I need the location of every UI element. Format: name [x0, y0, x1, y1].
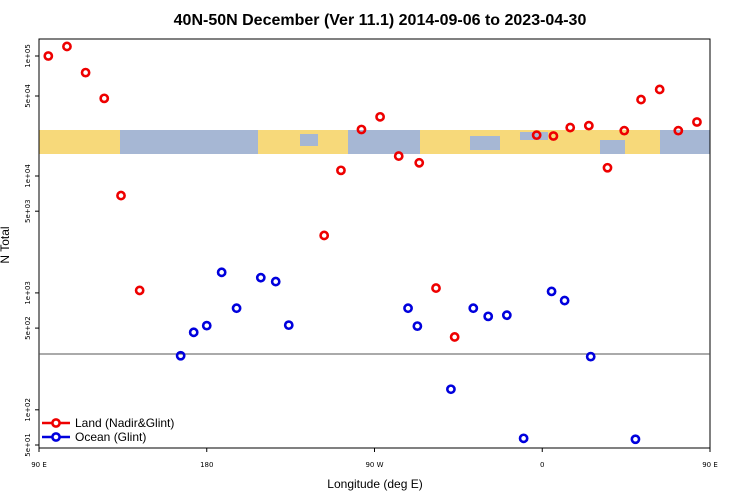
ocean-point-11 — [468, 303, 479, 314]
y-tick-label-6: 5e+04 — [24, 84, 32, 108]
y-tick-label-3: 1e+03 — [24, 281, 32, 305]
legend-label-0: Land (Nadir&Glint) — [75, 416, 174, 430]
ocean-point-10 — [446, 384, 456, 395]
land-point-4 — [116, 190, 126, 201]
ocean-point-0 — [175, 350, 186, 361]
y-tick-label-4: 5e+03 — [24, 199, 32, 223]
plot-frame — [38, 38, 711, 449]
ocean-point-17 — [585, 351, 596, 362]
land-point-19 — [619, 125, 630, 136]
ocean-point-15 — [546, 286, 557, 297]
y-tick-label-7: 1e+05 — [24, 44, 32, 68]
map-ocean-inlet-0 — [300, 134, 318, 146]
ocean-point-12 — [483, 311, 494, 322]
land-point-15 — [548, 131, 559, 141]
legend-marker-0 — [51, 418, 61, 428]
ocean-point-18 — [630, 434, 641, 445]
ocean-point-3 — [216, 267, 227, 278]
land-point-0 — [43, 51, 54, 61]
land-point-3 — [99, 93, 110, 104]
land-point-8 — [356, 124, 367, 135]
land-point-11 — [414, 157, 425, 168]
y-tick-label-5: 1e+04 — [24, 164, 32, 188]
land-point-1 — [62, 41, 72, 52]
land-point-23 — [692, 117, 702, 127]
map-ocean-inlet-1 — [470, 136, 500, 150]
ocean-point-14 — [518, 433, 529, 444]
y-tick-label-1: 1e+02 — [24, 398, 32, 422]
ocean-point-1 — [188, 327, 199, 338]
land-point-12 — [431, 283, 441, 293]
y-axis: 5e+01 1e+02 5e+02 1e+03 5e+03 1e+04 5e+04 1e+05 — [24, 44, 39, 457]
y-tick-label-2: 5e+02 — [24, 316, 32, 340]
ocean-point-5 — [255, 272, 266, 283]
ocean-point-13 — [501, 310, 512, 321]
legend-label-1: Ocean (Glint) — [75, 430, 146, 444]
legend: Land (Nadir&Glint)Ocean (Glint) — [42, 416, 174, 444]
y-tick-label-0: 5e+01 — [24, 433, 32, 457]
x-axis-label: Longitude (deg E) — [327, 477, 422, 491]
x-tick-label-4: 90 E — [702, 461, 718, 469]
data-points — [43, 41, 702, 445]
land-point-18 — [602, 162, 613, 173]
ocean-point-7 — [283, 320, 294, 331]
land-point-9 — [375, 111, 385, 122]
land-point-16 — [565, 122, 576, 133]
land-point-22 — [673, 125, 684, 136]
map-land-0 — [39, 130, 120, 154]
land-point-14 — [531, 130, 542, 141]
ocean-point-2 — [201, 320, 212, 331]
x-tick-label-3: 0 — [540, 461, 544, 469]
x-tick-label-1: 180 — [200, 461, 213, 469]
x-tick-label-2: 90 W — [365, 461, 383, 469]
y-axis-label: N Total — [0, 226, 12, 263]
x-tick-label-0: 90 E — [31, 461, 47, 469]
chart-title: 40N-50N December (Ver 11.1) 2014-09-06 t… — [174, 12, 587, 29]
land-point-6 — [319, 230, 330, 241]
map-ocean-inlet-3 — [600, 140, 625, 154]
ocean-point-16 — [559, 295, 570, 306]
land-point-7 — [336, 165, 346, 176]
ocean-point-9 — [412, 321, 423, 332]
land-point-2 — [80, 67, 91, 78]
land-point-10 — [393, 151, 404, 161]
land-point-5 — [134, 285, 145, 296]
ocean-point-8 — [403, 303, 413, 314]
x-axis: 90 E 180 90 W 0 90 E — [31, 448, 718, 469]
map-strip — [39, 130, 710, 154]
land-point-13 — [449, 332, 460, 342]
ocean-point-6 — [270, 276, 281, 287]
land-point-21 — [654, 84, 665, 95]
ocean-point-4 — [231, 303, 242, 314]
land-point-20 — [636, 94, 646, 105]
legend-marker-1 — [51, 432, 61, 442]
land-point-17 — [583, 120, 594, 131]
